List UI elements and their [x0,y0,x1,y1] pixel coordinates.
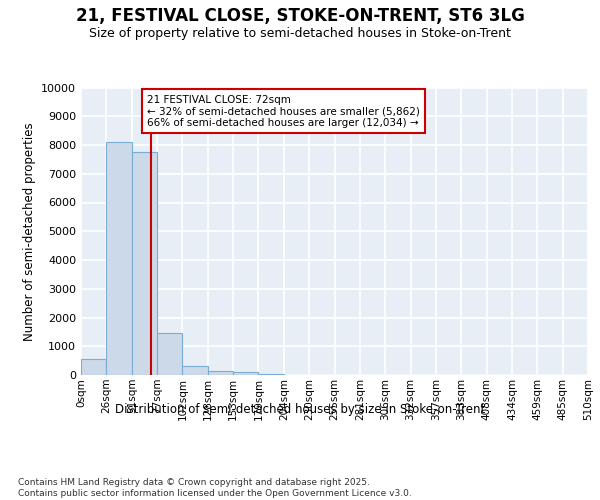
Text: Distribution of semi-detached houses by size in Stoke-on-Trent: Distribution of semi-detached houses by … [115,402,485,415]
Text: Size of property relative to semi-detached houses in Stoke-on-Trent: Size of property relative to semi-detach… [89,28,511,40]
Bar [208,370,233,375]
Bar [182,366,208,375]
Text: 21 FESTIVAL CLOSE: 72sqm
← 32% of semi-detached houses are smaller (5,862)
66% o: 21 FESTIVAL CLOSE: 72sqm ← 32% of semi-d… [148,94,420,128]
Bar [132,152,157,375]
Text: Contains HM Land Registry data © Crown copyright and database right 2025.
Contai: Contains HM Land Registry data © Crown c… [18,478,412,498]
Bar [259,374,284,375]
Text: 21, FESTIVAL CLOSE, STOKE-ON-TRENT, ST6 3LG: 21, FESTIVAL CLOSE, STOKE-ON-TRENT, ST6 … [76,8,524,26]
Bar [233,372,259,375]
Y-axis label: Number of semi-detached properties: Number of semi-detached properties [23,122,35,340]
Bar [106,142,132,375]
Bar [157,334,182,375]
Bar [81,358,106,375]
